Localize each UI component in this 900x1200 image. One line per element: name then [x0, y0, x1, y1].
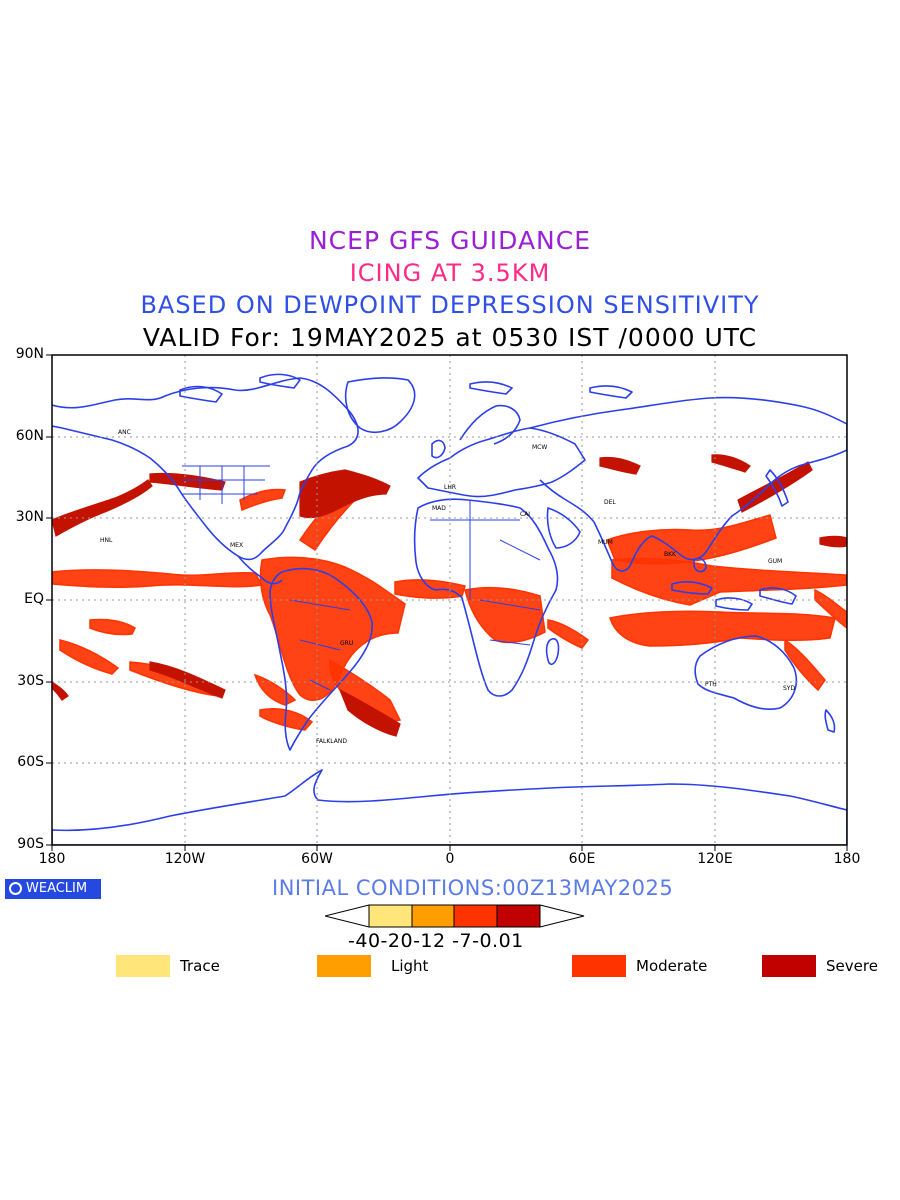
- title-line-1: NCEP GFS GUIDANCE: [308, 226, 591, 255]
- title-line-3: BASED ON DEWPOINT DEPRESSION SENSITIVITY: [140, 291, 760, 319]
- lon-label: 120E: [697, 851, 733, 867]
- lon-label: 180: [833, 851, 861, 867]
- valid-time-line: VALID For: 19MAY2025 at 0530 IST /0000 U…: [142, 323, 758, 352]
- colorbar-swatch-severe: [496, 904, 541, 928]
- city-label: MAD: [432, 505, 446, 512]
- legend-label: Light: [391, 957, 429, 975]
- initial-conditions: INITIAL CONDITIONS:00Z13MAY2025: [272, 876, 674, 900]
- colorbar-swatch-light: [411, 904, 455, 928]
- city-label: DEL: [604, 499, 616, 506]
- coastlines: [52, 373, 847, 845]
- city-label: HNL: [100, 537, 113, 544]
- lat-label: 30N: [15, 509, 44, 525]
- city-label: ANC: [118, 429, 131, 436]
- city-label: MCW: [532, 444, 547, 451]
- city-label: CAI: [520, 511, 530, 518]
- colorbar-swatch-moderate: [453, 904, 498, 928]
- legend-label: Moderate: [636, 957, 708, 975]
- legend-swatch: [762, 955, 816, 977]
- colorbar-labels: -40-20-12 -7-0.01: [348, 930, 524, 952]
- colorbar: [325, 904, 585, 928]
- lat-label: 90N: [15, 346, 44, 362]
- icing-severe-areas: [52, 454, 847, 737]
- lat-label: 60S: [17, 754, 44, 770]
- lat-label: 30S: [17, 673, 44, 689]
- colorbar-swatch-trace: [368, 904, 413, 928]
- legend-swatch: [572, 955, 626, 977]
- title-line-2: ICING AT 3.5KM: [349, 259, 551, 287]
- legend-label: Severe: [826, 957, 878, 975]
- lon-label: 0: [445, 851, 455, 867]
- legend-swatch: [317, 955, 371, 977]
- city-labels: ANC MCW LHR MAD CAI MUM DEL BKK PTH SYD …: [100, 429, 795, 745]
- legend-label: Trace: [180, 957, 220, 975]
- colorbar-right-arrow: [539, 904, 585, 928]
- city-label: MUM: [598, 539, 613, 546]
- city-label: PTH: [705, 681, 717, 688]
- city-label: BKK: [664, 551, 677, 558]
- lon-label: 60W: [301, 851, 333, 867]
- lon-label: 120W: [164, 851, 206, 867]
- city-label: LHR: [444, 484, 456, 491]
- legend-swatch: [116, 955, 170, 977]
- city-label: SYD: [783, 685, 795, 692]
- city-label: FALKLAND: [316, 738, 347, 745]
- lat-label: 90S: [17, 836, 44, 852]
- lon-label: 180: [38, 851, 66, 867]
- colorbar-left-arrow: [325, 904, 370, 928]
- lat-label: EQ: [24, 591, 44, 607]
- weaclim-logo: WEACLIM: [5, 879, 101, 899]
- city-label: GUM: [768, 558, 782, 565]
- lat-label: 60N: [15, 428, 44, 444]
- graticule: [52, 355, 847, 845]
- city-label: GRU: [340, 640, 353, 647]
- copyright-circle-icon: [9, 882, 22, 895]
- lon-label: 60E: [568, 851, 596, 867]
- city-label: MEX: [230, 542, 243, 549]
- brand-name: WEACLIM: [26, 881, 88, 896]
